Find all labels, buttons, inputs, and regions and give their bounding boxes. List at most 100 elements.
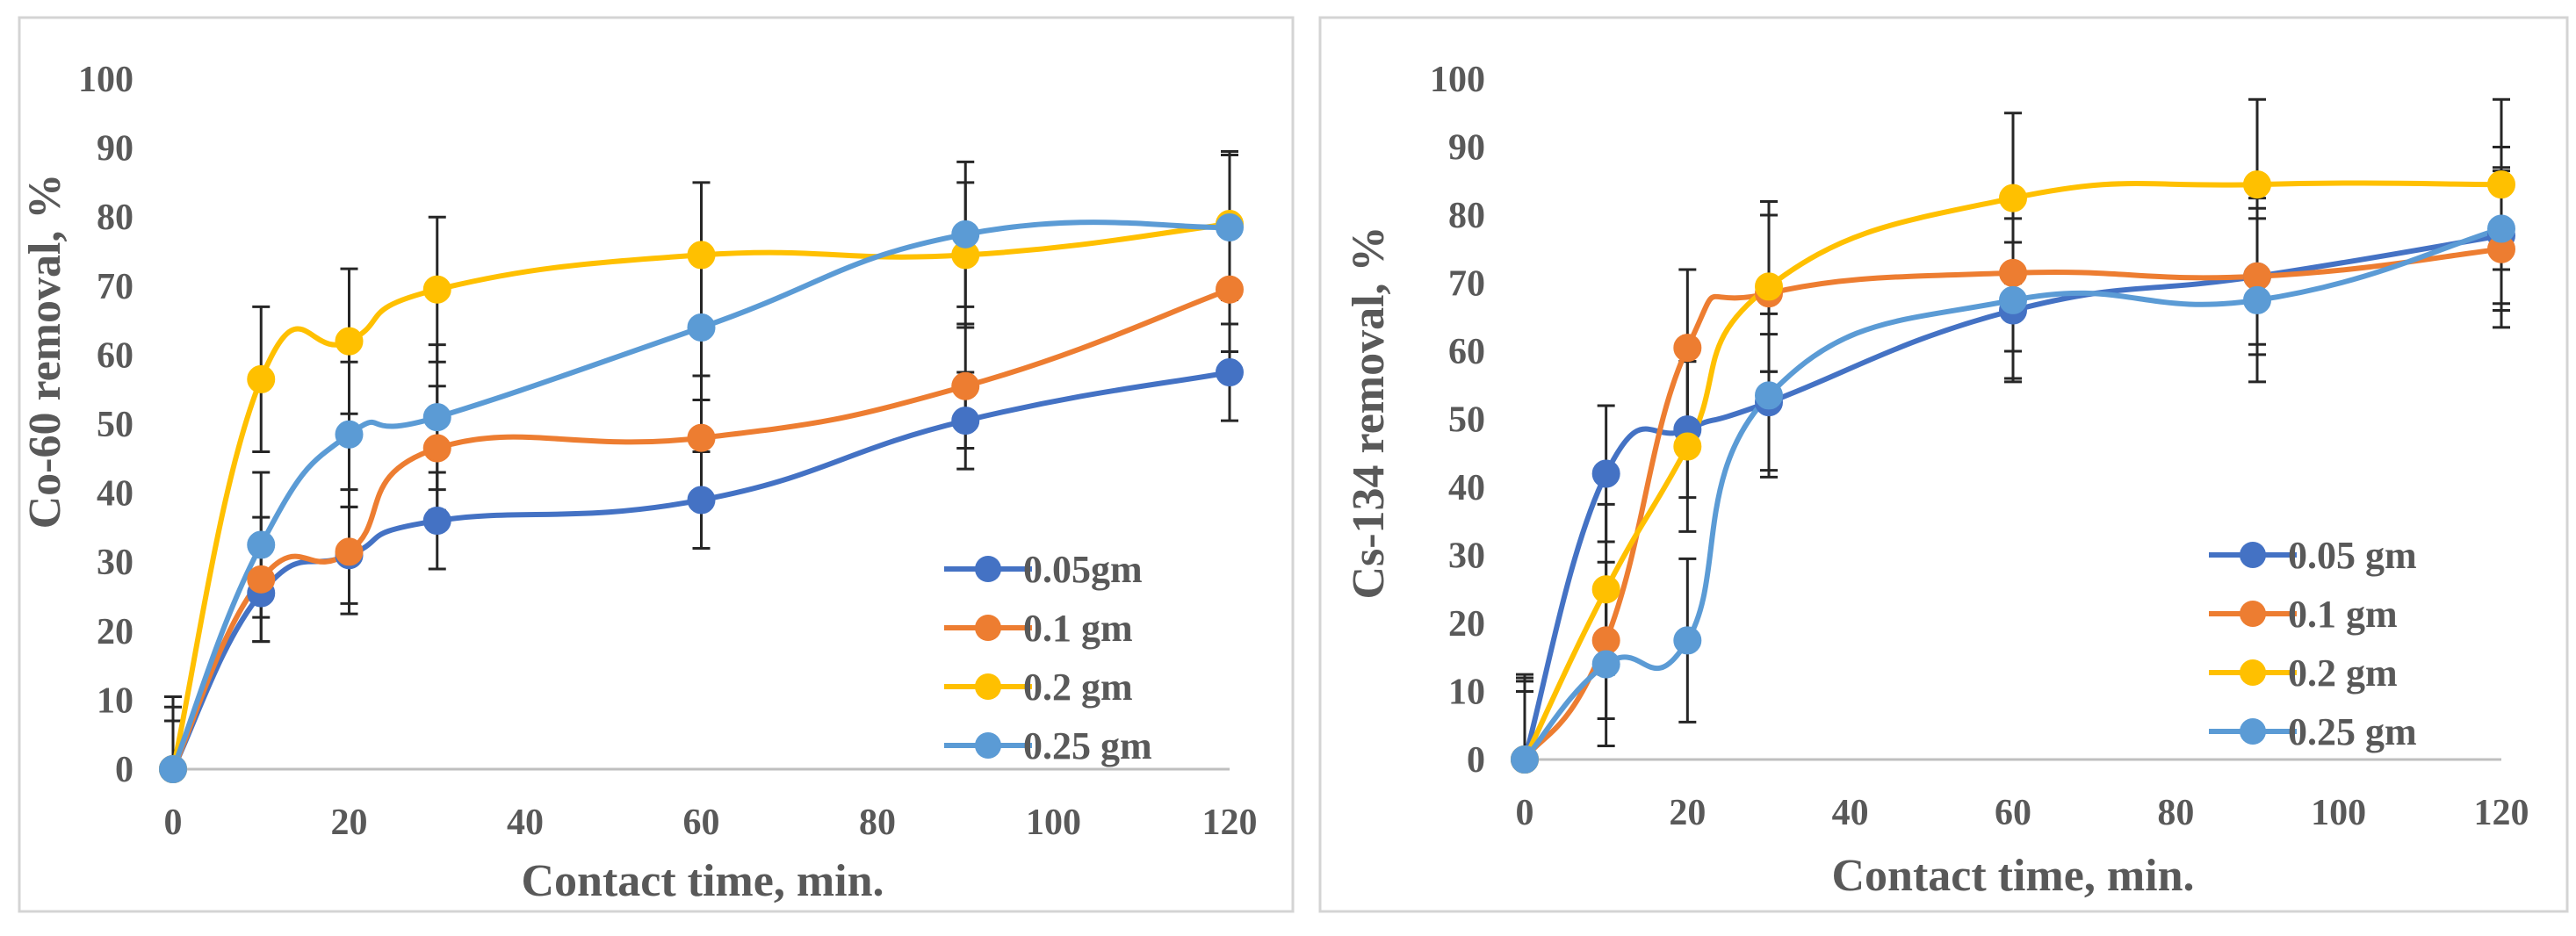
data-point: [247, 364, 276, 393]
legend-label: 0.2 gm: [2288, 652, 2398, 695]
y-tick-label: 60: [1448, 332, 1485, 372]
data-point: [1673, 432, 1702, 461]
data-point: [951, 371, 980, 400]
legend-marker: [975, 732, 1001, 759]
chart-cs134-svg: 0 10 20 30 40 50 60 70 80 90 100 0 20 40 60 80 100 120 Cs-…: [1318, 16, 2569, 913]
data-point: [2243, 262, 2271, 291]
x-tick-label: 120: [2474, 793, 2529, 833]
chart-co60-svg: 0 10 20 30 40 50 60 70 80 90 100 0 20 40 60 80 100 120 Co-…: [18, 16, 1295, 913]
data-point: [335, 420, 364, 449]
legend-marker: [2240, 718, 2266, 745]
x-tick-label: 80: [2157, 793, 2194, 833]
legend-marker: [2240, 601, 2266, 627]
y-tick-label: 80: [1448, 196, 1485, 236]
data-point: [335, 537, 364, 566]
y-tick-label: 40: [1448, 468, 1485, 508]
x-axis-title: Contact time, min.: [1831, 851, 2194, 901]
data-point: [1591, 626, 1620, 655]
x-tick-label: 100: [1026, 803, 1081, 843]
data-point: [1216, 212, 1244, 241]
legend-label: 0.2 gm: [1023, 666, 1133, 709]
legend-marker: [2240, 542, 2266, 568]
chart-frame: [18, 16, 1295, 913]
data-point: [422, 403, 451, 432]
legend-label: 0.25 gm: [2288, 710, 2417, 753]
y-tick-label: 10: [97, 680, 133, 721]
data-point: [687, 313, 716, 342]
y-tick-label: 70: [97, 267, 133, 307]
y-axis-title: Cs-134 removal, %: [1344, 226, 1394, 599]
x-tick-label: 0: [164, 803, 183, 843]
data-point: [247, 530, 276, 559]
data-point: [687, 486, 716, 515]
y-axis-title: Co-60 removal, %: [20, 174, 70, 529]
data-point: [951, 407, 980, 436]
data-point: [1999, 285, 2027, 314]
y-tick-label: 30: [97, 543, 133, 583]
legend-marker: [975, 556, 1001, 582]
legend-label: 0.05 gm: [2288, 534, 2417, 577]
x-tick-label: 80: [859, 803, 896, 843]
y-tick-label: 30: [1448, 536, 1485, 577]
data-point: [1673, 334, 1702, 363]
legend-item: 0.05gm: [944, 548, 1143, 591]
legend-label: 0.05gm: [1023, 548, 1143, 591]
legend-marker: [975, 615, 1001, 641]
data-point: [1999, 258, 2027, 287]
y-tick-label: 100: [78, 60, 133, 100]
y-tick-label: 10: [1448, 673, 1485, 713]
data-point: [951, 220, 980, 248]
legend-marker: [975, 673, 1001, 700]
x-tick-label: 0: [1516, 793, 1534, 833]
y-tick-label: 90: [1448, 128, 1485, 169]
data-point: [2243, 285, 2271, 314]
chart-frame: [1318, 16, 2569, 913]
data-point: [1673, 626, 1702, 655]
x-tick-label: 100: [2311, 793, 2366, 833]
x-tick-label: 40: [1832, 793, 1869, 833]
chart-panel-cs134: 0 10 20 30 40 50 60 70 80 90 100 0 20 40 60 80 100 120 Cs-…: [1311, 0, 2576, 936]
data-point: [2487, 214, 2515, 243]
y-tick-label: 20: [1448, 604, 1485, 644]
x-axis-title: Contact time, min.: [521, 856, 884, 906]
y-tick-label: 100: [1430, 60, 1485, 100]
data-point: [1511, 745, 1539, 774]
x-tick-label: 120: [1202, 803, 1258, 843]
legend-item: 0.25 gm: [944, 724, 1152, 767]
legend-label: 0.1 gm: [2288, 593, 2398, 636]
data-point: [1591, 459, 1620, 488]
data-point: [1216, 275, 1244, 304]
x-tick-label: 60: [683, 803, 720, 843]
legend-item: 0.2 gm: [944, 666, 1133, 709]
data-point: [422, 507, 451, 536]
data-point: [1591, 650, 1620, 679]
y-tick-label: 50: [97, 405, 133, 445]
data-point: [1216, 358, 1244, 387]
y-tick-label: 70: [1448, 264, 1485, 305]
legend-item: 0.2 gm: [2209, 652, 2398, 695]
y-tick-label: 80: [97, 198, 133, 238]
data-point: [1755, 381, 1783, 410]
data-point: [1755, 272, 1783, 301]
chart-legend: 0.05 gm 0.1 gm 0.2 gm 0.25 gm: [2209, 534, 2417, 753]
chart-panel-co60: 0 10 20 30 40 50 60 70 80 90 100 0 20 40 60 80 100 120 Co-…: [18, 16, 1295, 913]
legend-label: 0.25 gm: [1023, 724, 1152, 767]
data-point: [335, 327, 364, 356]
data-point: [2243, 170, 2271, 199]
legend-item: 0.05 gm: [2209, 534, 2417, 577]
data-point: [159, 755, 187, 783]
data-point: [1999, 184, 2027, 212]
chart-legend: 0.05gm 0.1 gm 0.2 gm 0.25 gm: [944, 548, 1152, 767]
legend-label: 0.1 gm: [1023, 607, 1133, 650]
y-tick-label: 0: [115, 750, 133, 790]
legend-item: 0.25 gm: [2209, 710, 2417, 753]
data-point: [422, 434, 451, 463]
x-tick-label: 20: [331, 803, 368, 843]
y-tick-label: 60: [97, 335, 133, 376]
y-tick-label: 50: [1448, 400, 1485, 441]
data-point: [2487, 170, 2515, 199]
x-tick-label: 60: [1995, 793, 2031, 833]
data-point: [422, 275, 451, 304]
y-tick-label: 0: [1467, 740, 1485, 781]
legend-marker: [2240, 659, 2266, 686]
